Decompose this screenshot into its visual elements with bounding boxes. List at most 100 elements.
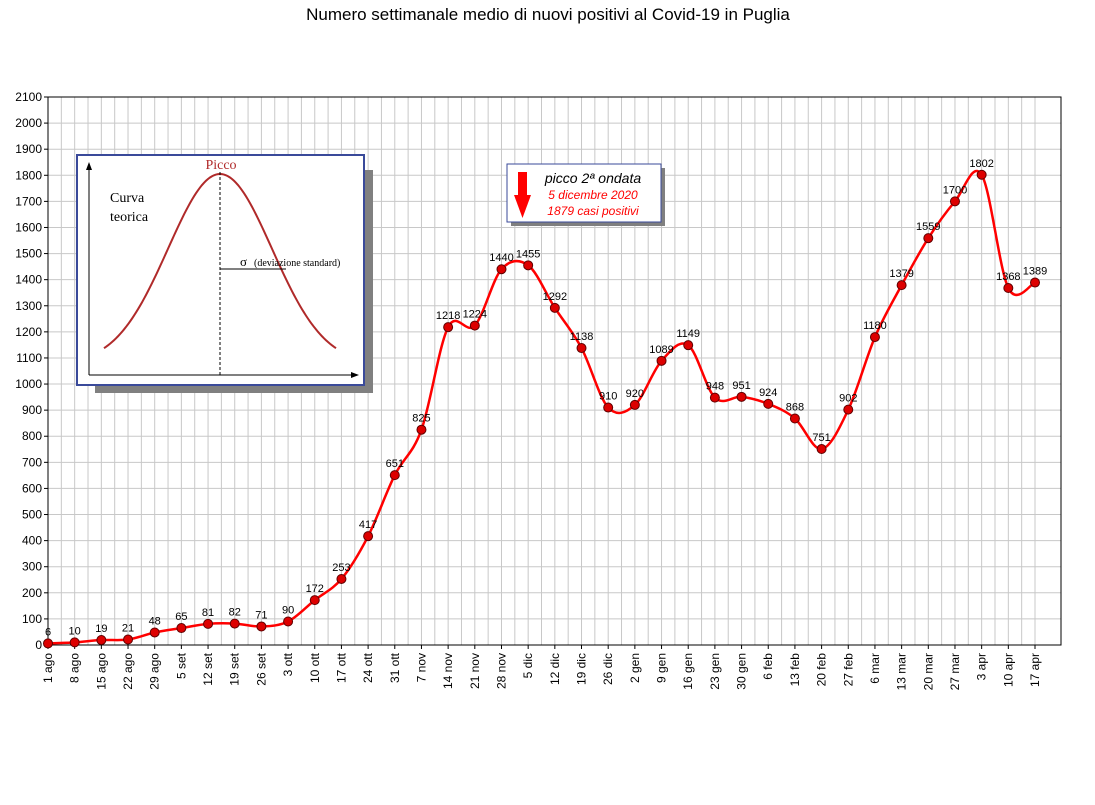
- inset-sigma-label: (deviazione standard): [254, 258, 340, 269]
- data-point: [256, 621, 267, 632]
- chart-title: Numero settimanale medio di nuovi positi…: [306, 5, 790, 24]
- y-tick-label: 900: [22, 403, 42, 417]
- data-label: 951: [732, 380, 750, 392]
- y-axis: 0 100 200 300 400 500 600 700 800 900 1000 1100 1200…: [15, 90, 48, 652]
- x-tick-label: 5 dic: [521, 653, 535, 678]
- data-label: 825: [412, 413, 430, 425]
- y-tick-label: 100: [22, 612, 42, 626]
- inset-theoretical-curve: Picco Curva teorica σ (deviazione standa…: [76, 154, 373, 393]
- data-point: [496, 264, 507, 275]
- data-label: 65: [175, 611, 187, 623]
- x-tick-label: 8 ago: [68, 653, 82, 683]
- x-tick-label: 9 gen: [655, 653, 669, 683]
- x-tick-label: 12 dic: [548, 653, 562, 685]
- data-label: 1455: [516, 248, 540, 260]
- y-tick-label: 2000: [15, 116, 42, 130]
- data-point: [736, 391, 747, 402]
- y-tick-label: 1100: [16, 351, 42, 365]
- data-point: [789, 413, 800, 424]
- y-tick-label: 1800: [15, 168, 42, 182]
- data-label: 21: [122, 623, 134, 635]
- y-tick-label: 1200: [15, 325, 42, 339]
- y-tick-label: 1600: [15, 220, 42, 234]
- data-point: [763, 398, 774, 409]
- data-label: 1292: [543, 291, 567, 303]
- data-label: 81: [202, 607, 214, 619]
- data-point: [869, 332, 880, 343]
- data-label: 948: [706, 381, 724, 393]
- data-label: 910: [599, 391, 617, 403]
- data-point: [336, 573, 347, 584]
- data-label: 253: [332, 562, 350, 574]
- y-tick-label: 700: [22, 455, 42, 469]
- data-label: 71: [255, 609, 267, 621]
- data-point: [1030, 277, 1040, 288]
- data-label: 1089: [649, 344, 673, 356]
- data-label: 1138: [570, 331, 594, 343]
- data-label: 1218: [436, 310, 460, 322]
- data-point: [1003, 283, 1014, 294]
- x-tick-label: 19 dic: [575, 653, 589, 685]
- x-tick-label: 20 feb: [815, 653, 829, 687]
- data-label: 1559: [916, 221, 940, 233]
- data-label: 1379: [889, 268, 913, 280]
- data-point: [229, 618, 240, 629]
- data-label: 651: [386, 458, 404, 470]
- data-point: [683, 340, 694, 351]
- annotation-box: [506, 163, 662, 223]
- x-tick-label: 15 ago: [94, 653, 108, 690]
- x-tick-label: 7 nov: [414, 653, 428, 682]
- data-label: 1224: [463, 309, 487, 321]
- data-label: 920: [626, 388, 644, 400]
- x-tick-label: 3 apr: [975, 653, 989, 680]
- x-tick-label: 26 set: [254, 652, 268, 685]
- x-tick-label: 17 ott: [334, 652, 348, 683]
- x-tick-label: 30 gen: [735, 653, 749, 690]
- y-tick-label: 1500: [15, 247, 42, 261]
- data-label: 417: [359, 519, 377, 531]
- y-tick-label: 500: [22, 508, 42, 522]
- data-label: 90: [282, 605, 294, 617]
- peak-annotation: picco 2ª ondata 5 dicembre 2020 1879 cas…: [506, 163, 665, 226]
- data-label: 1149: [676, 328, 700, 340]
- x-tick-label: 19 set: [228, 652, 242, 685]
- data-point: [96, 635, 107, 646]
- x-tick-label: 31 ott: [388, 652, 402, 683]
- data-point: [923, 233, 934, 244]
- data-point: [149, 627, 160, 638]
- data-point: [443, 322, 454, 333]
- data-point: [843, 404, 854, 415]
- data-point: [203, 618, 214, 629]
- x-axis: 1 ago 8 ago 15 ago 22 ago 29 ago 5 set 12 set 1…: [41, 645, 1042, 690]
- x-tick-label: 1 ago: [41, 653, 55, 683]
- data-label: 1700: [943, 184, 967, 196]
- x-tick-label: 23 gen: [708, 653, 722, 690]
- y-tick-label: 1000: [15, 377, 42, 391]
- data-point: [309, 595, 320, 606]
- x-tick-label: 20 mar: [921, 653, 935, 690]
- data-point: [656, 355, 667, 366]
- y-tick-label: 400: [22, 534, 42, 548]
- down-arrow-icon: [514, 172, 531, 218]
- x-tick-label: 13 mar: [895, 653, 909, 690]
- data-point: [43, 638, 53, 649]
- x-tick-label: 24 ott: [361, 652, 375, 683]
- y-tick-label: 1900: [15, 142, 42, 156]
- x-tick-label: 26 dic: [601, 653, 615, 685]
- x-tick-label: 6 mar: [868, 653, 882, 684]
- x-tick-label: 16 gen: [681, 653, 695, 690]
- data-point: [629, 399, 640, 410]
- data-label: 1389: [1023, 266, 1047, 278]
- y-tick-label: 200: [22, 586, 42, 600]
- x-tick-label: 28 nov: [494, 653, 508, 689]
- data-label: 48: [149, 615, 161, 627]
- y-tick-label: 1400: [15, 273, 42, 287]
- x-tick-label: 3 ott: [281, 652, 295, 676]
- data-point: [283, 616, 294, 627]
- data-point: [603, 402, 614, 413]
- data-label: 924: [759, 387, 777, 399]
- data-point: [576, 343, 587, 354]
- inset-curve-label-2: teorica: [110, 210, 149, 225]
- x-tick-label: 13 feb: [788, 653, 802, 687]
